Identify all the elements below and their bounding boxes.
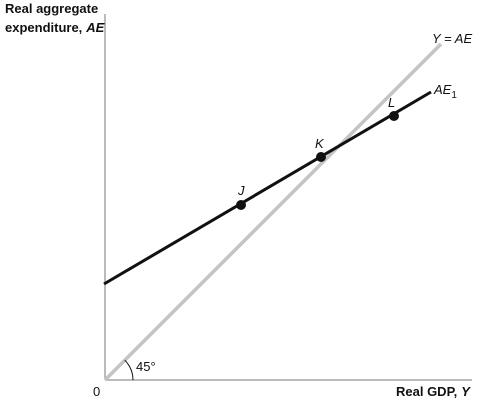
ae1-line xyxy=(103,90,432,286)
ae1-subscript: 1 xyxy=(451,90,457,101)
y-axis-label-line1: Real aggregate xyxy=(5,1,98,16)
label-j: J xyxy=(237,183,245,198)
label-k: K xyxy=(315,136,325,151)
45-degree-line xyxy=(103,42,443,382)
ae1-text: AE xyxy=(433,82,452,97)
point-j xyxy=(236,200,246,210)
line-label-y-ae: Y = AE xyxy=(432,31,472,46)
origin-label: 0 xyxy=(93,384,100,399)
label-l: L xyxy=(388,95,395,110)
x-axis-label-var: Y xyxy=(461,384,471,399)
point-l xyxy=(389,111,399,121)
y-axis-label-line2: expenditure, AE xyxy=(5,20,105,35)
line-label-ae1: AE1 xyxy=(433,82,457,101)
angle-label: 45° xyxy=(136,359,156,374)
x-axis-label-text: Real GDP, xyxy=(396,384,457,399)
point-k xyxy=(316,152,326,162)
x-axis-label: Real GDP, Y xyxy=(396,384,471,399)
angle-arc xyxy=(124,359,134,381)
y-axis-label-var: AE xyxy=(85,20,104,35)
y-axis-label-text: expenditure, xyxy=(5,20,82,35)
